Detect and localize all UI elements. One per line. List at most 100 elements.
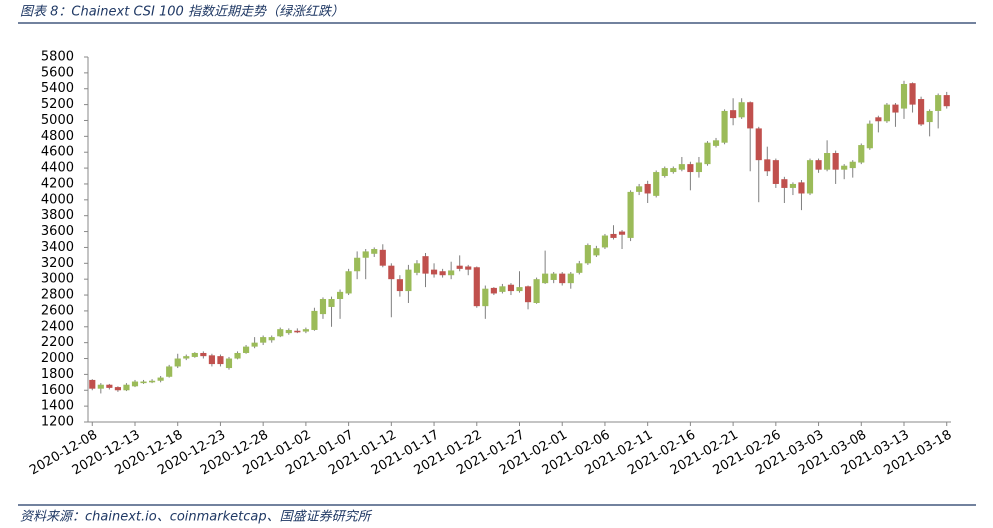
y-tick-label: 2200 [41,335,74,350]
candle-body [277,329,284,337]
candle-body [473,267,480,307]
candle-body [712,140,720,146]
candle-body [918,99,925,125]
candle-body [482,288,489,307]
candle-body [559,273,566,284]
candle-body [131,381,139,387]
candle-body [883,104,890,122]
candle-body [627,191,634,238]
y-tick-label: 5600 [41,65,74,80]
candle-body [114,387,121,391]
candle-body [524,286,532,303]
candle-body [610,233,617,238]
y-tick-label: 3000 [41,272,74,287]
candle-body [422,256,429,274]
candle-body [755,128,762,161]
candle-body [721,110,728,143]
candle-body [832,153,839,170]
y-tick-label: 5400 [41,81,74,96]
y-tick-label: 5000 [41,113,74,128]
candle-body [242,346,250,353]
candle-body [824,153,831,170]
y-tick-label: 4600 [41,145,74,160]
candle-body [234,352,241,359]
candle-body [174,358,181,367]
candle-body [926,110,933,123]
candle-body [618,231,626,235]
candle-body [208,355,215,365]
candle-body [166,366,173,377]
candle-body [550,273,557,280]
candle-body [892,104,899,113]
candle-body [294,330,301,333]
candle-body [260,337,267,343]
candle-body [670,168,677,173]
candle-body [345,271,352,294]
candle-body [653,172,660,196]
candle-body [815,160,822,170]
candle-body [781,179,788,188]
candle-body [764,159,771,172]
candle-body [644,183,651,194]
candle-body [362,251,369,258]
candle-body [772,160,779,184]
candle-body [456,265,463,269]
candle-body [311,310,318,330]
candle-body [490,287,497,294]
y-tick-label: 4200 [41,176,74,191]
candle-body [584,245,591,264]
candle-body [593,248,600,256]
candle-body [542,273,549,284]
y-tick-label: 3600 [41,224,74,239]
y-tick-label: 4800 [41,129,74,144]
y-tick-label: 3800 [41,208,74,223]
candle-body [576,263,583,273]
candle-body [704,142,711,165]
candle-body [841,165,848,170]
candle-body [89,379,96,389]
candle-body [678,164,685,170]
candle-body [601,235,609,248]
candle-body [789,183,797,188]
candle-body [516,287,523,292]
candle-body [465,266,472,270]
candle-body [336,291,344,300]
candle-body [183,356,190,359]
candle-body [123,384,130,391]
candle-body [405,269,412,292]
candle-body [806,160,814,194]
candle-body [106,384,113,388]
candle-body [909,83,916,105]
y-tick-label: 1800 [41,367,74,382]
candle-body [636,186,643,192]
y-tick-label: 1200 [41,415,74,430]
candle-body [268,337,275,341]
y-tick-label: 4400 [41,161,74,176]
chart-title: 图表 8：Chainext CSI 100 指数近期走势（绿涨红跌） [20,4,344,20]
candle-body [875,117,882,122]
candle-body [567,273,574,284]
candle-body [251,342,258,347]
candle-body [328,299,335,307]
candle-body [371,249,378,254]
y-tick-label: 3200 [41,256,74,271]
y-tick-label: 1600 [41,383,74,398]
candle-body [507,284,515,292]
candle-body [866,123,873,149]
candle-body [849,161,856,169]
y-tick-label: 4000 [41,192,74,207]
candle-body [747,102,754,129]
candle-body [140,381,147,384]
candle-body [285,329,292,334]
candle-body [798,182,805,194]
candle-body [448,270,455,276]
y-tick-label: 5800 [41,50,74,65]
candle-body [533,279,540,303]
y-tick-label: 2400 [41,319,74,334]
candle-body [499,286,506,292]
y-tick-label: 1400 [41,399,74,414]
candle-body [396,279,403,292]
candle-body [200,352,207,357]
candle-body [695,162,703,173]
candle-body [302,329,309,332]
